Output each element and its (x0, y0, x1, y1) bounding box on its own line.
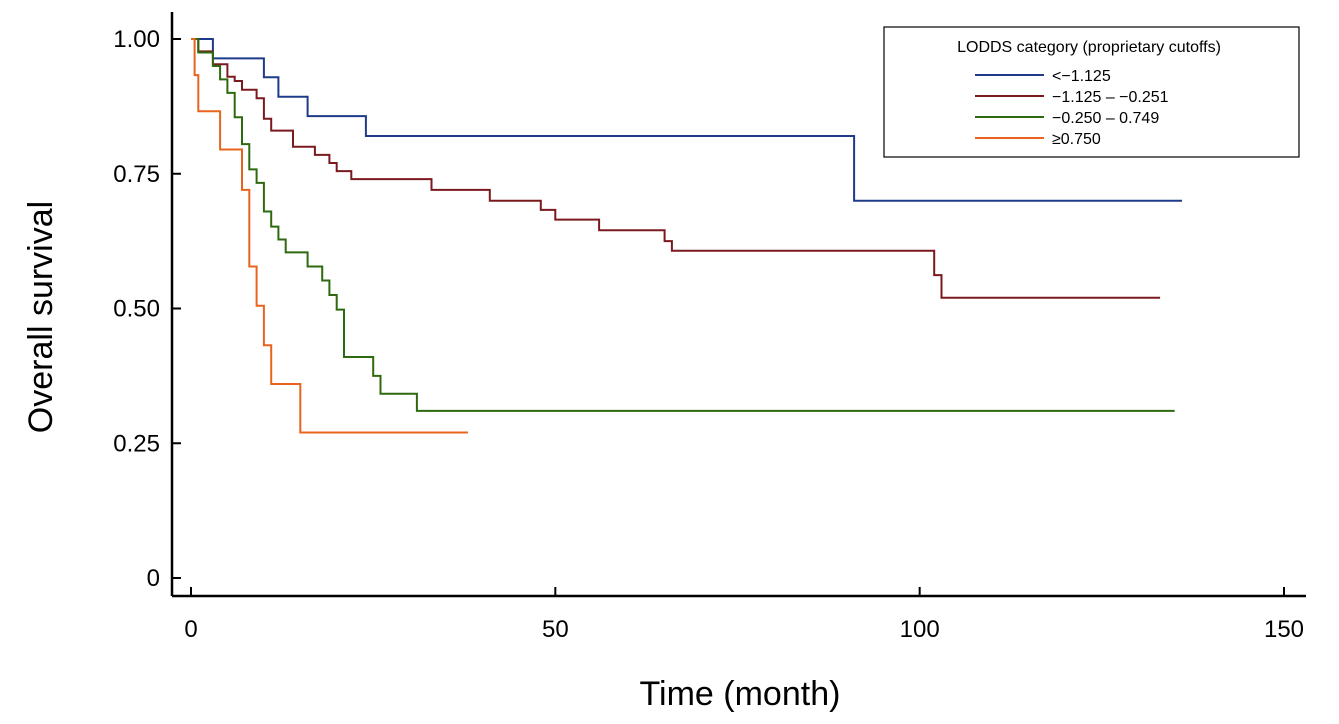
y-tick-label: 0.50 (113, 296, 160, 323)
legend-label-1: <−1.125 (1052, 68, 1111, 85)
y-tick-label: 1.00 (113, 26, 160, 53)
series-line-4 (191, 38, 468, 434)
y-ticks: 0 0.25 0.50 0.75 1.00 (113, 26, 181, 592)
legend-items: <−1.125 −1.125 – −0.251 −0.250 – 0.749 ≥0.7… (975, 68, 1169, 148)
x-tick-label: 100 (900, 616, 940, 643)
x-tick-label: 50 (542, 616, 569, 643)
x-tick-label: 150 (1264, 616, 1304, 643)
series-group (191, 38, 1182, 434)
y-axis-title: Overall survival (22, 201, 60, 433)
legend-title: LODDS category (proprietary cutoffs) (957, 39, 1221, 56)
y-tick-label: 0 (147, 565, 160, 592)
legend-label-3: −0.250 – 0.749 (1052, 110, 1159, 127)
axes: 0 50 100 150 0 0.25 0.50 0.75 1.00 (113, 12, 1306, 643)
series-line-3 (191, 38, 1175, 412)
series-line-2 (191, 38, 1161, 299)
x-tick-label: 0 (184, 616, 197, 643)
legend-label-2: −1.125 – −0.251 (1052, 89, 1169, 106)
y-tick-label: 0.75 (113, 161, 160, 188)
legend-label-4: ≥0.750 (1052, 131, 1101, 148)
series-line-1 (191, 38, 1182, 202)
legend: LODDS category (proprietary cutoffs) <−1… (883, 26, 1300, 158)
x-axis-title: Time (month) (640, 675, 841, 713)
y-tick-label: 0.25 (113, 430, 160, 457)
x-ticks: 0 50 100 150 (184, 587, 1304, 643)
legend-box (883, 26, 1300, 158)
